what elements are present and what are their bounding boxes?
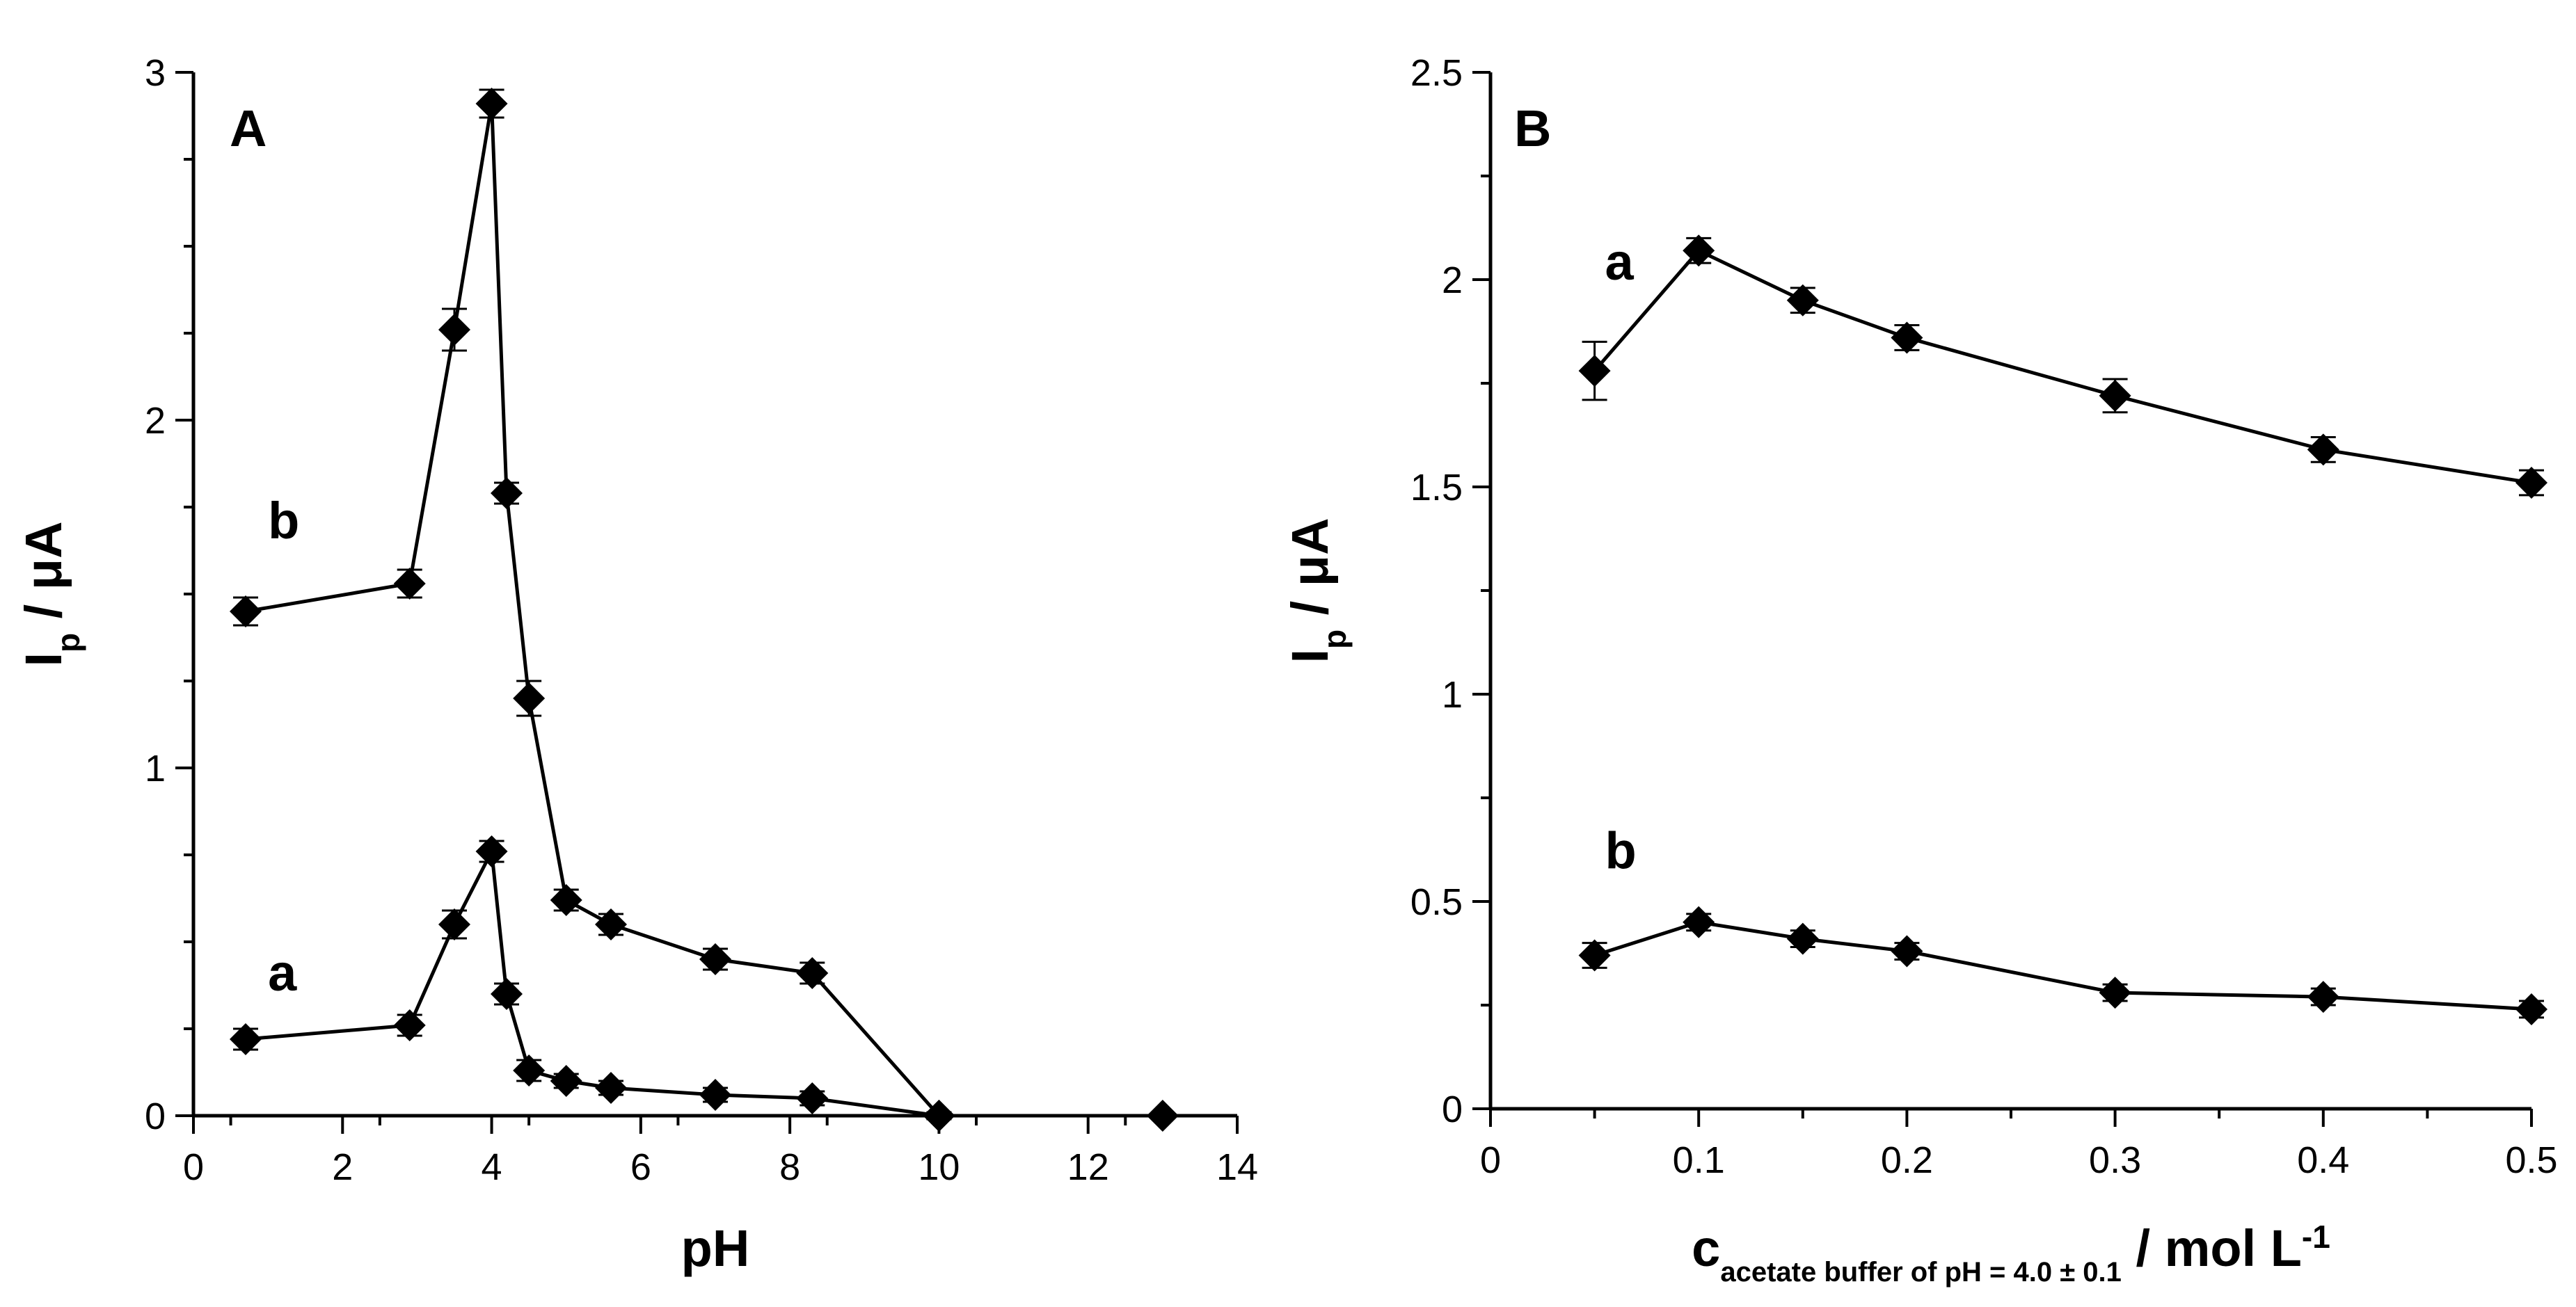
panel-a-series-label-b: b — [268, 492, 299, 550]
panel-a-y-tick-label: 3 — [145, 52, 166, 94]
panel-b-x-tick-label: 0.1 — [1673, 1139, 1725, 1181]
panel-a-series-a-point — [475, 835, 508, 867]
panel-a-extra-point — [1146, 1100, 1179, 1132]
panel-b-letter: B — [1514, 99, 1551, 157]
panel-a-x-tick-label: 10 — [918, 1146, 960, 1188]
panel-b-series-a-point — [2307, 433, 2339, 466]
panel-a-y-tick-label: 0 — [145, 1096, 166, 1137]
panel-a-x-tick-label: 12 — [1067, 1146, 1109, 1188]
panel-a-y-tick-label: 2 — [145, 400, 166, 442]
panel-a-series-label-a: a — [268, 944, 297, 1002]
panel-a-series-b-point — [595, 908, 627, 940]
panel-b-series-b-point — [1786, 922, 1819, 955]
panel-a-series-b-point — [796, 957, 829, 989]
panel-a-series-b-point — [475, 88, 508, 120]
panel-a-series-a-point — [699, 1079, 731, 1111]
panel-a-series-b — [230, 88, 955, 1132]
panel-a-series-a-point — [796, 1082, 829, 1114]
panel-b-y-tick-label: 1 — [1442, 674, 1463, 716]
panel-b-y-tick-label: 1.5 — [1410, 467, 1463, 508]
panel-b-series-label-b: b — [1605, 821, 1637, 879]
panel-b-series-b-point — [2099, 977, 2131, 1009]
panel-a-series-b-point — [491, 477, 523, 509]
panel-b-y-tick-label: 2 — [1442, 259, 1463, 301]
panel-b-y-tick-label: 0 — [1442, 1089, 1463, 1130]
panel-b-series-a-point — [1578, 355, 1611, 387]
panel-a-x-tick-label: 0 — [183, 1146, 204, 1188]
panel-a-series-b-point — [699, 943, 731, 975]
panel-a-series-a — [230, 835, 955, 1132]
panel-b-series-b-point — [1578, 939, 1611, 972]
panel-a-series-b-point — [438, 314, 470, 346]
panel-a-series-a-point — [550, 1065, 582, 1097]
panel-b-series-b-point — [1683, 906, 1715, 938]
panel-a-series-b-point — [513, 682, 546, 714]
panel-b-series-b-point — [1891, 935, 1923, 968]
panel-b-series-label-a: a — [1605, 233, 1635, 291]
panel-b-y-tick-label: 0.5 — [1410, 881, 1463, 923]
panel-a-series-b-point — [550, 884, 582, 916]
panel-a-x-tick-label: 4 — [482, 1146, 502, 1188]
panel-b-series-a-line — [1593, 248, 2532, 485]
panel-a-series-b-line — [245, 103, 941, 1117]
panel-b-x-tick-label: 0.2 — [1881, 1139, 1933, 1181]
panel-a-series-b-point — [923, 1100, 955, 1132]
panel-b-series-b-point — [2307, 981, 2339, 1013]
panel-b-x-axis-title: cacetate buffer of pH = 4.0 ± 0.1 / mol … — [1692, 1219, 2330, 1288]
panel-b-series-a-point — [2099, 379, 2131, 412]
panel-b-x-tick-label: 0.3 — [2089, 1139, 2141, 1181]
panel-b-y-tick-label: 2.5 — [1410, 52, 1463, 94]
panel-b-chart: 0 0.1 0.2 0.3 0.4 0.5 0 0.5 1 1.5 2 2.5 B Ip / μA cace… — [1281, 52, 2558, 1288]
panel-b-series-a-point — [1786, 284, 1819, 316]
panel-a-y-tick-label: 1 — [145, 748, 166, 789]
panel-b-series-a — [1578, 234, 2547, 499]
panel-a-x-axis-title: pH — [681, 1219, 750, 1277]
panel-a-series-a-point — [230, 1023, 262, 1055]
panel-a-series-a-line — [245, 845, 939, 1118]
panel-b-series-b — [1578, 906, 2547, 1025]
panel-a-x-tick-label: 6 — [630, 1146, 651, 1188]
panel-b-x-tick-label: 0.5 — [2505, 1139, 2557, 1181]
panel-b-series-b-line — [1593, 920, 2532, 1011]
panel-b-y-axis-title: Ip / μA — [1281, 518, 1353, 663]
panel-a-series-a-point — [393, 1009, 426, 1041]
panel-b-series-a-point — [1891, 321, 1923, 354]
panel-b-x-tick-label: 0.4 — [2297, 1139, 2349, 1181]
panel-a-series-a-point — [513, 1055, 546, 1087]
panel-a-series-b-point — [393, 568, 426, 600]
panel-b-series-b-point — [2515, 993, 2547, 1025]
panel-a-x-tick-label: 2 — [332, 1146, 353, 1188]
panel-b-series-a-point — [2515, 467, 2547, 499]
panel-a-series-a-point — [438, 908, 470, 940]
panel-a-letter: A — [230, 99, 267, 157]
panel-b-x-tick-label: 0 — [1480, 1139, 1501, 1181]
panel-a-series-a-point — [491, 978, 523, 1010]
panel-a-y-axis-title: Ip / μA — [15, 521, 86, 666]
panel-a-x-tick-label: 8 — [779, 1146, 800, 1188]
panel-a-series-a-point — [595, 1072, 627, 1104]
panel-b-series-a-point — [1683, 234, 1715, 267]
panel-a-x-tick-label: 14 — [1216, 1146, 1258, 1188]
panel-a-series-b-point — [230, 595, 262, 627]
